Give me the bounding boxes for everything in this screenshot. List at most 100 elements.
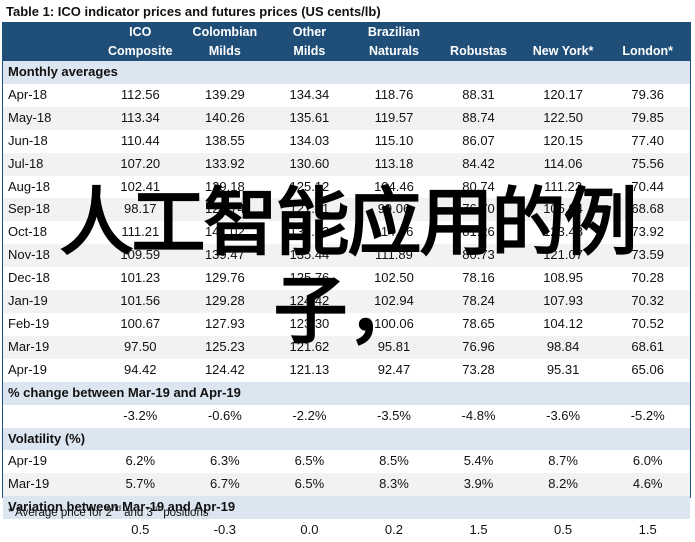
table-cell: -3.6% <box>546 407 581 423</box>
section-title: Volatility (%) <box>3 427 690 451</box>
table-cell: 78.24 <box>436 290 521 313</box>
column-header-line1 <box>3 23 98 42</box>
table-cell: 104.12 <box>543 315 583 331</box>
table-cell: 98.84 <box>520 335 606 359</box>
table-cell: 105.04 <box>520 198 606 222</box>
column-header-line1: Brazilian <box>351 23 437 42</box>
table-cell: 133.92 <box>182 152 268 176</box>
table-cell: -5.2% <box>630 407 665 423</box>
table-cell: 100.06 <box>374 315 414 331</box>
table-cell: 78.65 <box>462 315 495 331</box>
table-cell: 125.23 <box>182 335 268 359</box>
row-label: Aug-18 <box>8 178 50 194</box>
table-cell: 118.76 <box>374 86 414 102</box>
table-cell: 73.59 <box>605 244 690 268</box>
row-label: Nov-18 <box>3 244 98 268</box>
row-label: May-18 <box>3 106 98 130</box>
table-cell: 78.16 <box>462 270 495 286</box>
table-cell: 137.22 <box>289 224 330 240</box>
table-cell: 127.93 <box>204 315 245 331</box>
table-cell: 97.50 <box>98 335 183 359</box>
row-label: Jun-18 <box>8 132 48 148</box>
section-header-row: Variation between Mar-19 and Apr-19 <box>3 496 690 520</box>
table-cell: 111.22 <box>544 178 583 194</box>
table-cell: 70.44 <box>631 178 664 194</box>
row-label: Mar-19 <box>3 473 98 497</box>
table-cell: 68.68 <box>605 198 690 222</box>
table-cell: 98.17 <box>98 198 183 222</box>
table-cell: 8.5% <box>379 453 409 469</box>
table-cell: 107.93 <box>520 290 606 313</box>
table-row: Feb-19 100.67 127.93 123.30 100.06 78.65 104.1… <box>3 313 690 336</box>
table-row: Apr-19 6.2% 6.3% 6.5% 8.5% 5.4% 8.7% 6.0% <box>3 450 690 473</box>
table-cell: 123.30 <box>289 315 330 331</box>
table-cell: 79.36 <box>631 86 664 102</box>
table-cell: 140.26 <box>182 106 268 130</box>
table-cell: 135.44 <box>267 244 352 268</box>
table-cell: -0.6% <box>207 407 242 423</box>
table-cell: 113.34 <box>98 106 183 130</box>
table-row: Sep-18 98.17 125.74 121.21 99.06 76.70 105.04 6… <box>3 198 690 222</box>
section-title: Variation between Mar-19 and Apr-19 <box>3 496 690 520</box>
table-cell: 5.7% <box>98 473 183 497</box>
row-label: Feb-19 <box>8 315 50 331</box>
row-label: Apr-18 <box>8 86 48 102</box>
table-cell: 109.59 <box>98 244 183 268</box>
table-cell: 110.44 <box>120 132 160 148</box>
table-row: -3.2% -0.6% -2.2% -3.5% -4.8% -3.6% -5.2% <box>3 405 690 428</box>
table-cell: 120.15 <box>543 132 583 148</box>
table-cell: 114.06 <box>374 224 414 240</box>
table-cell: 124.42 <box>204 361 245 377</box>
table-cell: 129.76 <box>204 270 245 286</box>
table-cell: 68.61 <box>605 335 690 359</box>
table-cell: 121.13 <box>289 361 330 377</box>
column-header-line1 <box>436 23 521 42</box>
table-cell: 81.26 <box>462 224 495 240</box>
table-cell: -3.5% <box>376 407 411 423</box>
section-title: % change between Mar-19 and Apr-19 <box>3 381 690 405</box>
section-header-row: Volatility (%) <box>3 427 690 451</box>
table-row: Aug-18 102.41 129.18 125.12 104.46 80.74 111.2… <box>3 176 690 199</box>
table-cell: 4.6% <box>605 473 690 497</box>
table-cell: 125.74 <box>182 198 268 222</box>
column-header-line1: Other <box>267 23 352 42</box>
table-cell: 111.89 <box>351 244 437 268</box>
table-row: 0.5 -0.3 0.0 0.2 1.5 0.5 1.5 <box>3 519 690 542</box>
table-cell: 5.4% <box>463 453 494 469</box>
footnote-sup: rd <box>152 504 161 513</box>
table-cell: 80.74 <box>462 178 495 194</box>
table-cell: 1.5 <box>638 522 657 538</box>
table-cell: 121.21 <box>267 198 352 222</box>
section-title: Monthly averages <box>3 61 690 84</box>
price-table-container: ICO Colombian Other Brazilian Composite Mild… <box>2 22 691 537</box>
table-row: Apr-19 94.42 124.42 121.13 92.47 73.28 95.31 65… <box>3 359 690 382</box>
column-header-line2 <box>3 42 98 61</box>
table-cell: 94.42 <box>124 361 157 377</box>
table-cell: -4.8% <box>461 407 496 423</box>
table-cell: 135.61 <box>267 106 352 130</box>
table-cell: 121.07 <box>520 244 606 268</box>
table-cell: 113.18 <box>351 152 437 176</box>
table-cell: 8.2% <box>520 473 606 497</box>
table-cell: 101.56 <box>98 290 183 313</box>
table-cell: 6.7% <box>182 473 268 497</box>
table-row: Jul-18 107.20 133.92 130.60 113.18 84.42 114.0… <box>3 152 690 176</box>
row-label: Jan-19 <box>3 290 98 313</box>
table-title: Table 1: ICO indicator prices and future… <box>6 4 381 19</box>
footnote-text: positions <box>160 506 209 519</box>
table-cell: 70.32 <box>605 290 690 313</box>
table-cell: 8.7% <box>548 453 578 469</box>
table-body: Monthly averages Apr-18 112.56 139.29 134.34… <box>3 61 690 542</box>
table-cell: 129.28 <box>182 290 268 313</box>
table-cell: 121.62 <box>267 335 352 359</box>
row-label: Oct-18 <box>8 224 48 240</box>
table-cell: -2.2% <box>292 407 327 423</box>
table-cell: 84.42 <box>436 152 521 176</box>
table-cell: 6.5% <box>294 453 325 469</box>
table-cell: 122.50 <box>520 106 606 130</box>
table-cell: 70.52 <box>631 315 664 331</box>
table-cell: 115.10 <box>374 132 414 148</box>
table-cell: 8.3% <box>351 473 437 497</box>
table-cell: 123.48 <box>543 224 583 240</box>
row-label: Apr-19 <box>8 361 48 377</box>
